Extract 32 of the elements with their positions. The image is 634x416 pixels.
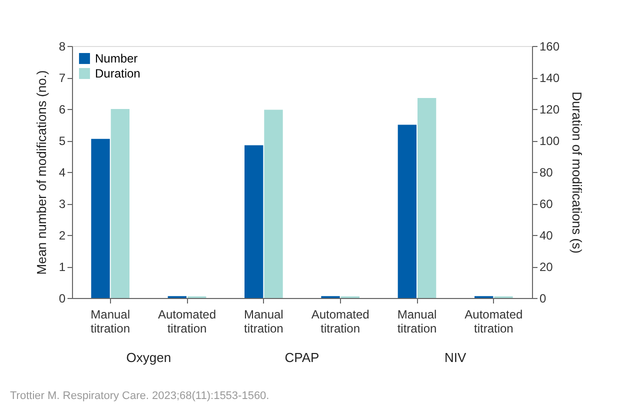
y2-tick-label: 100 [540, 134, 560, 148]
y-tick-label: 4 [58, 166, 66, 180]
y-tick-label: 5 [58, 134, 66, 148]
text: Oxygen [126, 350, 172, 365]
y2-tick-label: 160 [540, 40, 560, 54]
y2-tick-label: 60 [540, 197, 554, 211]
x-tick-label: Manual titration [244, 308, 284, 336]
text: NIV [444, 350, 466, 365]
text: Trottier M. Respiratory Care. 2023;68(11):1553-1560. [10, 390, 270, 402]
x-tick-label: Manual titration [397, 308, 437, 336]
y2-tick-label: 120 [540, 102, 560, 116]
y-tick-label: 8 [58, 40, 66, 54]
x-tick-label: Automated titration [464, 308, 523, 336]
text: CPAP [284, 350, 320, 365]
y-axis-title: Mean number of modifications (no.) [34, 70, 49, 275]
y2-tick-label: 0 [540, 292, 546, 306]
y2-tick-label: 80 [540, 166, 554, 180]
y2-tick-label: 40 [540, 228, 554, 242]
legend-label: Duration [95, 66, 140, 80]
y2-tick-label: 20 [540, 260, 554, 274]
legend-label: Number [95, 52, 138, 66]
y-tick-label: 3 [58, 197, 66, 211]
y2-tick-label: 140 [540, 71, 560, 85]
y2-axis-title: Duration of modifications (s) [570, 92, 585, 254]
y-tick-label: 2 [58, 228, 66, 242]
x-tick-label: Automated titration [311, 308, 370, 336]
y-tick-label: 0 [58, 292, 66, 306]
y-tick-label: 7 [58, 71, 66, 85]
y-tick-label: 6 [58, 102, 66, 116]
x-tick-label: Automated titration [158, 308, 216, 336]
x-tick-label: Manual titration [90, 308, 130, 336]
y-tick-label: 1 [58, 260, 66, 274]
